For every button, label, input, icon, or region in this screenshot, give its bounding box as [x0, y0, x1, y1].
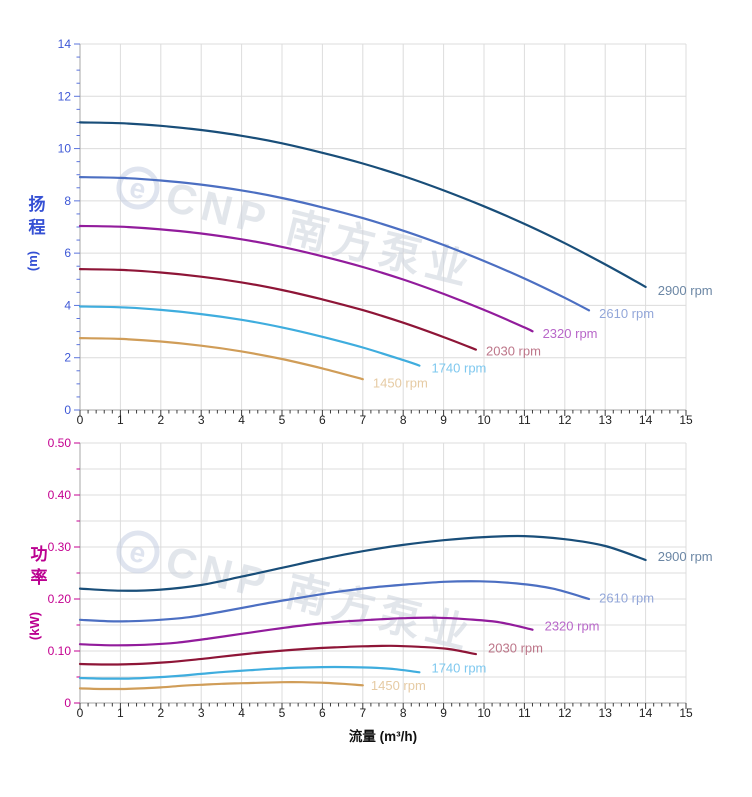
x-tick-label: 15 — [679, 706, 693, 720]
y-tick-label: 2 — [64, 351, 71, 365]
y-tick-label: 0.30 — [48, 540, 72, 554]
rpm-label: 2610 rpm — [599, 590, 654, 605]
x-tick-label: 1 — [117, 706, 124, 720]
x-tick-label: 8 — [400, 413, 407, 427]
x-tick-label: 4 — [238, 413, 245, 427]
rpm-label: 1450 rpm — [373, 375, 428, 390]
rpm-label: 2030 rpm — [486, 344, 541, 359]
y-tick-label: 4 — [64, 298, 71, 312]
curve-2610-rpm — [78, 580, 591, 623]
x-tick-label: 14 — [639, 706, 653, 720]
x-tick-label: 11 — [518, 706, 531, 720]
x-tick-label: 10 — [477, 413, 491, 427]
x-tick-label: 5 — [279, 413, 286, 427]
watermark-logo-glyph: e — [127, 172, 150, 206]
curve-2900-rpm — [78, 534, 647, 592]
x-tick-label: 13 — [599, 413, 613, 427]
y-tick-label: 12 — [58, 89, 72, 103]
y-axis-title-char: 功 — [31, 545, 48, 564]
rpm-label: 2320 rpm — [543, 326, 598, 341]
y-tick-label: 0.50 — [48, 436, 72, 450]
rpm-label: 2900 rpm — [658, 283, 713, 298]
curve-2030-rpm — [78, 644, 477, 666]
x-tick-label: 12 — [558, 413, 572, 427]
x-tick-label: 3 — [198, 706, 205, 720]
curve-1450-rpm — [78, 681, 364, 691]
x-axis-title: 流量 (m³/h) — [349, 728, 417, 744]
watermark-logo-icon — [116, 530, 160, 574]
curve-2320-rpm — [78, 224, 534, 333]
y-tick-label: 0 — [64, 696, 71, 710]
x-tick-label: 10 — [477, 706, 491, 720]
y-tick-label: 8 — [64, 194, 71, 208]
x-tick-label: 7 — [359, 413, 366, 427]
x-tick-label: 0 — [77, 706, 84, 720]
rpm-label: 2030 rpm — [488, 640, 543, 655]
watermark-brand-text: CNP 南方泵业 — [161, 537, 479, 659]
x-tick-label: 13 — [599, 706, 613, 720]
x-tick-label: 0 — [77, 413, 84, 427]
y-tick-label: 0 — [64, 403, 71, 417]
x-tick-label: 2 — [157, 413, 164, 427]
y-tick-label: 0.10 — [48, 644, 72, 658]
rpm-label: 1740 rpm — [431, 661, 486, 676]
x-tick-label: 6 — [319, 706, 326, 720]
x-tick-label: 8 — [400, 706, 407, 720]
watermark-logo-icon — [116, 166, 160, 210]
x-tick-label: 14 — [639, 413, 653, 427]
x-tick-label: 12 — [558, 706, 572, 720]
y-tick-label: 0.20 — [48, 592, 72, 606]
x-tick-label: 4 — [238, 706, 245, 720]
rpm-label: 2320 rpm — [545, 619, 600, 634]
y-axis-unit-label: (m) — [25, 251, 40, 271]
y-tick-label: 10 — [58, 142, 72, 156]
y-axis-unit-label: (kW) — [27, 612, 42, 640]
curve-2610-rpm — [78, 176, 591, 312]
watermark-logo-glyph: e — [127, 536, 150, 570]
x-tick-label: 2 — [157, 706, 164, 720]
x-tick-label: 3 — [198, 413, 205, 427]
x-tick-label: 6 — [319, 413, 326, 427]
rpm-label: 2610 rpm — [599, 306, 654, 321]
rpm-label: 2900 rpm — [658, 549, 713, 564]
y-tick-label: 6 — [64, 246, 71, 260]
y-axis-title-char: 扬 — [29, 194, 46, 214]
y-axis-title-char: 程 — [29, 218, 46, 237]
rpm-label: 1740 rpm — [431, 361, 486, 376]
curve-2030-rpm — [78, 268, 477, 351]
x-tick-label: 7 — [359, 706, 366, 720]
x-tick-label: 1 — [117, 413, 124, 427]
x-tick-label: 15 — [679, 413, 693, 427]
x-tick-label: 5 — [279, 706, 286, 720]
curve-2900-rpm — [78, 121, 647, 288]
brand-watermark: e CNP 南方泵业 — [116, 530, 479, 659]
y-tick-label: 0.40 — [48, 488, 72, 502]
x-tick-label: 9 — [440, 706, 447, 720]
curve-1450-rpm — [78, 337, 364, 381]
curve-1740-rpm — [78, 305, 421, 367]
x-tick-label: 11 — [518, 413, 531, 427]
curve-1740-rpm — [78, 665, 421, 680]
y-tick-label: 14 — [58, 37, 72, 51]
curve-2320-rpm — [78, 616, 534, 647]
rpm-label: 1450 rpm — [371, 678, 426, 693]
y-axis-title-char: 率 — [31, 567, 48, 587]
x-tick-label: 9 — [440, 413, 447, 427]
